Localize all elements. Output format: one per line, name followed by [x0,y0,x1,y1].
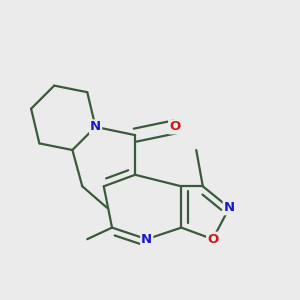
Text: N: N [224,201,235,214]
Text: N: N [90,120,101,134]
Text: N: N [141,233,152,246]
Text: O: O [207,233,218,246]
Text: O: O [169,120,180,134]
